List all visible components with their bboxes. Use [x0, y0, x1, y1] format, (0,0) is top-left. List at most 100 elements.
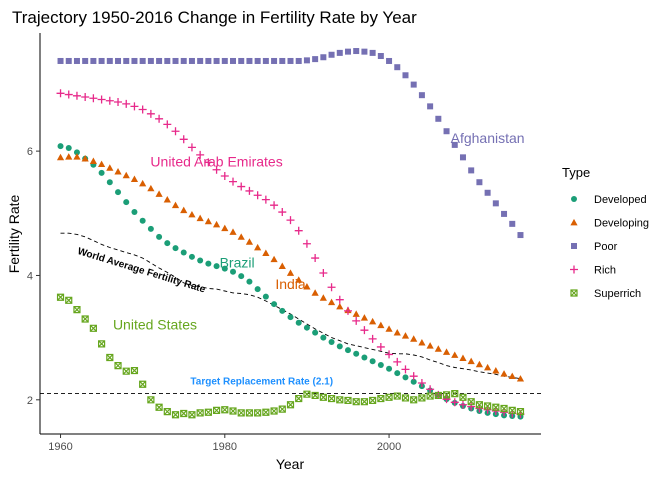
data-point — [188, 253, 195, 260]
data-point — [81, 154, 89, 162]
data-point — [278, 262, 286, 270]
data-point — [130, 366, 139, 375]
data-point — [361, 48, 368, 55]
y-tick-label: 6 — [27, 146, 33, 158]
data-point — [56, 293, 65, 301]
y-axis-title: Fertility Rate — [6, 195, 22, 274]
data-point — [65, 57, 72, 64]
data-point — [442, 395, 451, 404]
annotation-united-states: United States — [113, 317, 197, 333]
data-point — [123, 199, 130, 206]
data-point — [467, 402, 476, 411]
data-point — [106, 179, 113, 186]
data-point — [163, 408, 171, 416]
data-point — [131, 209, 138, 216]
data-point — [106, 353, 114, 362]
data-point — [171, 127, 180, 136]
legend-title: Type — [562, 165, 590, 180]
data-point — [122, 171, 130, 179]
data-point — [294, 226, 303, 235]
data-point — [97, 160, 106, 168]
data-point — [270, 201, 279, 210]
data-point — [286, 269, 295, 276]
world-average-line — [60, 232, 521, 380]
data-point — [287, 57, 294, 64]
data-point — [360, 326, 369, 335]
data-point — [319, 393, 327, 401]
data-point — [278, 405, 286, 413]
data-point — [344, 396, 352, 405]
data-point — [410, 378, 417, 385]
data-point — [57, 143, 64, 150]
data-point — [97, 95, 106, 104]
data-point — [418, 339, 426, 346]
data-point — [467, 398, 475, 406]
data-point — [238, 57, 245, 64]
data-point — [73, 57, 80, 64]
data-point — [254, 409, 262, 417]
data-point — [97, 340, 106, 348]
data-point — [188, 210, 196, 218]
data-point — [246, 278, 253, 285]
legend-label-developed: Developed — [594, 194, 647, 206]
data-point — [114, 168, 122, 175]
data-point — [57, 57, 64, 64]
data-point — [114, 98, 123, 107]
data-point — [220, 171, 229, 180]
data-point — [295, 276, 303, 283]
data-point — [410, 396, 418, 404]
data-point — [516, 375, 525, 382]
data-point — [205, 260, 212, 267]
data-point — [311, 391, 319, 400]
data-point — [115, 57, 122, 64]
data-point — [204, 217, 212, 225]
data-point — [271, 57, 278, 64]
data-point — [492, 366, 500, 374]
data-point — [467, 357, 475, 365]
data-point — [491, 406, 500, 415]
data-point — [237, 182, 246, 191]
data-point — [418, 92, 425, 99]
data-point — [229, 228, 237, 235]
data-point — [353, 350, 360, 357]
data-point — [180, 409, 188, 418]
data-point — [172, 57, 179, 64]
data-point — [130, 102, 139, 111]
data-point — [459, 393, 467, 401]
data-point — [286, 216, 295, 225]
data-point — [253, 191, 262, 200]
data-point — [73, 149, 80, 156]
legend-label-superrich: Superrich — [594, 288, 641, 300]
plot-area: World Average Fertility Rate Target Repla… — [40, 48, 541, 420]
data-point — [328, 51, 335, 58]
data-point — [81, 315, 89, 323]
data-point — [508, 406, 516, 414]
data-point — [130, 175, 139, 182]
annotation-afghanistan: Afghanistan — [451, 130, 525, 146]
chart-title: Trajectory 1950-2016 Change in Fertility… — [12, 8, 417, 27]
data-point — [311, 289, 319, 296]
data-point — [147, 225, 154, 232]
legend-key-rich — [570, 265, 578, 274]
data-point — [360, 398, 369, 406]
data-point — [393, 329, 401, 336]
data-point — [377, 53, 384, 60]
data-point — [254, 57, 261, 64]
data-point — [352, 310, 360, 317]
data-point — [238, 273, 245, 280]
data-point — [484, 189, 491, 196]
data-point — [483, 405, 492, 414]
data-point — [426, 385, 435, 394]
data-point — [450, 398, 459, 407]
data-point — [335, 295, 344, 304]
data-point — [196, 150, 205, 159]
data-point — [303, 283, 311, 290]
data-point — [188, 411, 196, 419]
data-point — [427, 103, 434, 110]
data-point — [336, 49, 343, 56]
legend-key-poor — [571, 243, 577, 249]
data-point — [434, 345, 442, 352]
data-point — [114, 362, 122, 370]
data-point — [221, 224, 229, 232]
data-point — [484, 363, 492, 371]
